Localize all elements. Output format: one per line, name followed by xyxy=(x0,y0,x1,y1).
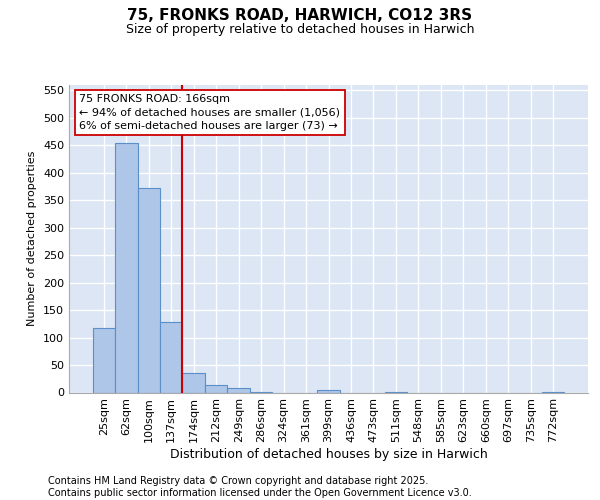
Bar xyxy=(160,322,182,392)
Text: Contains HM Land Registry data © Crown copyright and database right 2025.
Contai: Contains HM Land Registry data © Crown c… xyxy=(48,476,472,498)
Bar xyxy=(137,188,160,392)
Y-axis label: Number of detached properties: Number of detached properties xyxy=(28,151,37,326)
Bar xyxy=(317,390,340,392)
Text: Size of property relative to detached houses in Harwich: Size of property relative to detached ho… xyxy=(126,22,474,36)
Bar xyxy=(115,142,137,392)
Bar xyxy=(205,386,227,392)
Bar xyxy=(182,374,205,392)
Bar xyxy=(227,388,250,392)
Bar xyxy=(92,328,115,392)
Text: 75 FRONKS ROAD: 166sqm
← 94% of detached houses are smaller (1,056)
6% of semi-d: 75 FRONKS ROAD: 166sqm ← 94% of detached… xyxy=(79,94,340,130)
X-axis label: Distribution of detached houses by size in Harwich: Distribution of detached houses by size … xyxy=(170,448,487,461)
Text: 75, FRONKS ROAD, HARWICH, CO12 3RS: 75, FRONKS ROAD, HARWICH, CO12 3RS xyxy=(127,8,473,22)
